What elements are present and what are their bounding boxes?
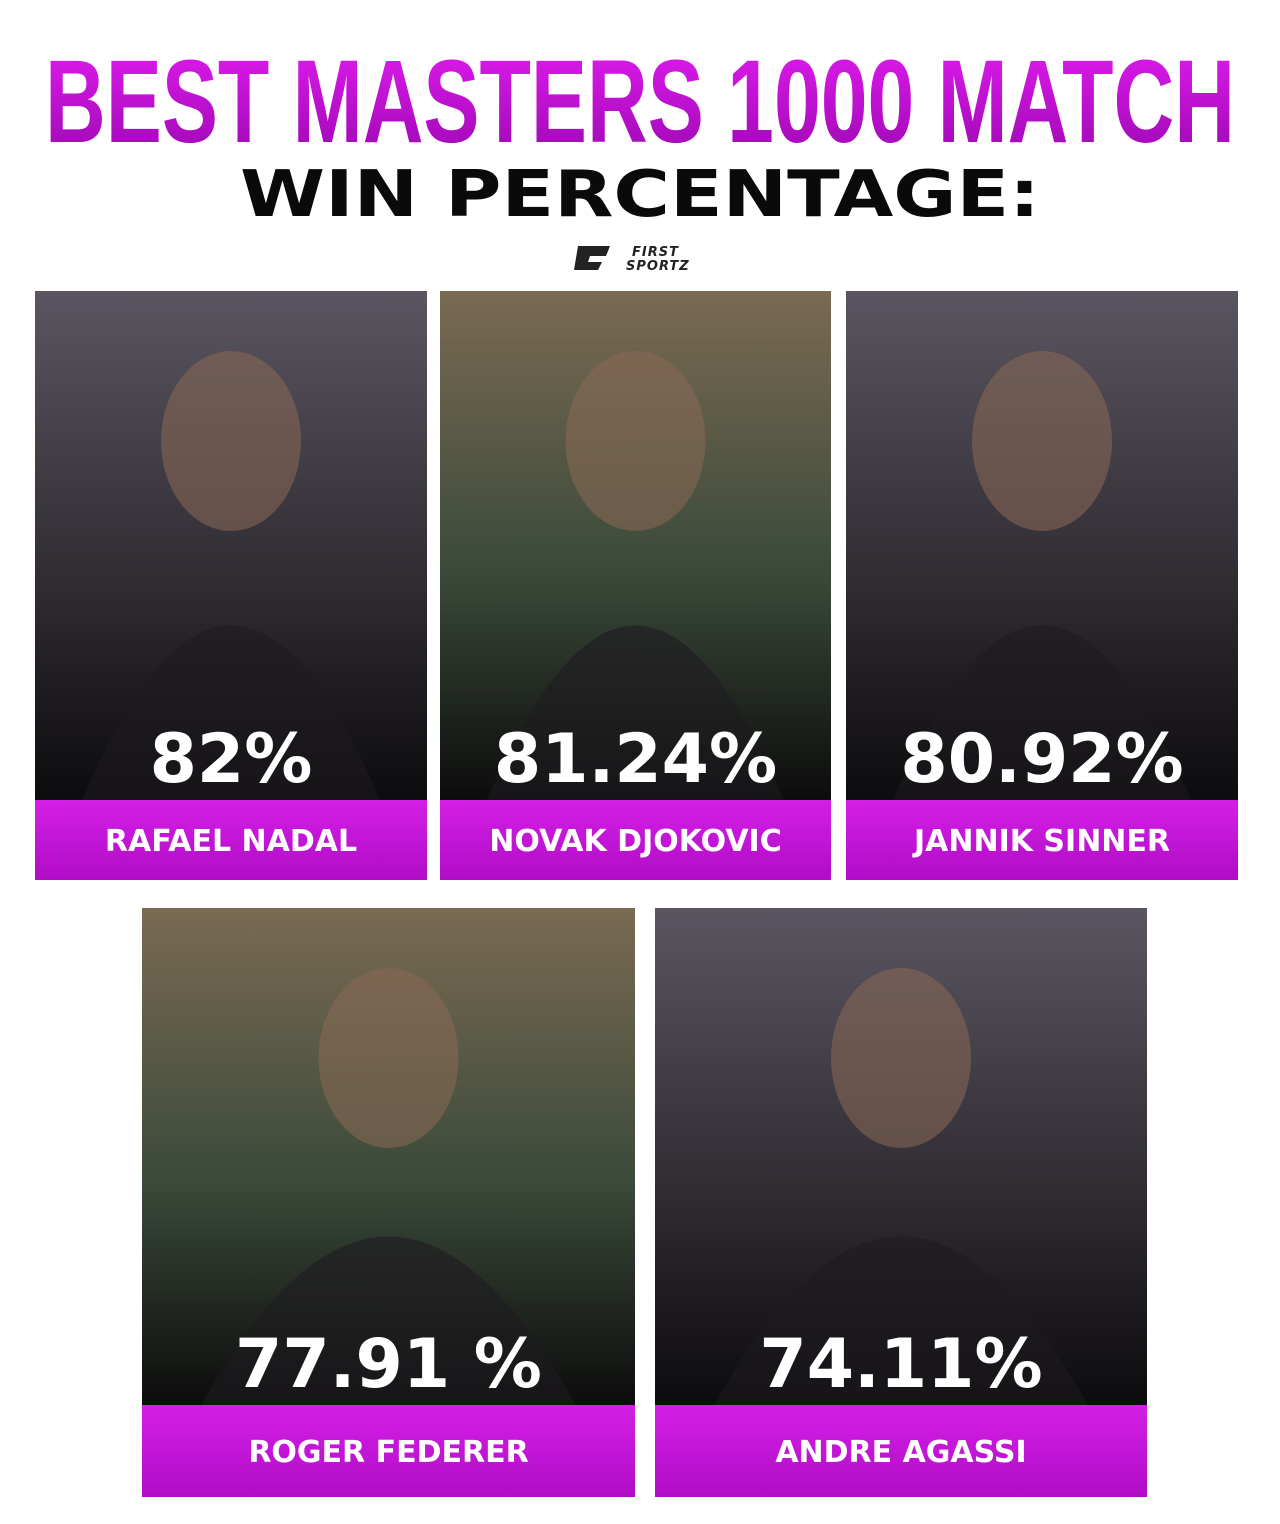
player-name: JANNIK SINNER xyxy=(912,824,1170,859)
name-bar xyxy=(846,800,1238,880)
name-bar xyxy=(440,800,831,880)
name-bar xyxy=(142,1405,635,1497)
logo-text: SPORTZ xyxy=(626,259,690,274)
player-name: ROGER FEDERER xyxy=(248,1435,528,1470)
win-percentage: 74.11% xyxy=(759,1325,1042,1404)
player-silhouette xyxy=(565,351,706,531)
win-percentage: 80.92% xyxy=(900,720,1183,799)
player-card: 80.92% JANNIK SINNER xyxy=(846,291,1238,880)
name-bar xyxy=(655,1405,1147,1497)
player-silhouette xyxy=(893,625,1191,800)
player-silhouette xyxy=(972,351,1112,531)
player-card: 81.24% NOVAK DJOKOVIC xyxy=(440,291,831,880)
player-silhouette xyxy=(82,625,380,800)
logo-text: FIRST xyxy=(632,245,679,260)
title: BEST MASTERS 1000 MATCH xyxy=(45,36,1235,168)
player-name: NOVAK DJOKOVIC xyxy=(489,824,781,859)
logo: FIRST SPORTZ xyxy=(574,245,690,274)
win-percentage: 81.24% xyxy=(494,720,777,799)
name-bar xyxy=(35,800,427,880)
subtitle: WIN PERCENTAGE: xyxy=(240,158,1040,232)
player-silhouette xyxy=(161,351,301,531)
player-name: RAFAEL NADAL xyxy=(105,824,357,859)
player-name: ANDRE AGASSI xyxy=(775,1435,1026,1470)
win-percentage: 82% xyxy=(150,720,313,799)
player-silhouette xyxy=(201,1236,576,1405)
player-card: 82% RAFAEL NADAL xyxy=(35,291,427,880)
player-silhouette xyxy=(831,968,971,1148)
player-silhouette xyxy=(486,625,785,800)
player-card: 77.91 % ROGER FEDERER xyxy=(142,908,635,1497)
player-silhouette xyxy=(318,968,459,1148)
player-silhouette xyxy=(714,1236,1088,1405)
cards: 82% RAFAEL NADAL 81.24% NOVAK DJOKOVIC 80.92… xyxy=(35,291,1238,1497)
logo-mark xyxy=(574,246,610,270)
player-card: 74.11% ANDRE AGASSI xyxy=(655,908,1147,1497)
win-percentage: 77.91 % xyxy=(235,1325,542,1404)
